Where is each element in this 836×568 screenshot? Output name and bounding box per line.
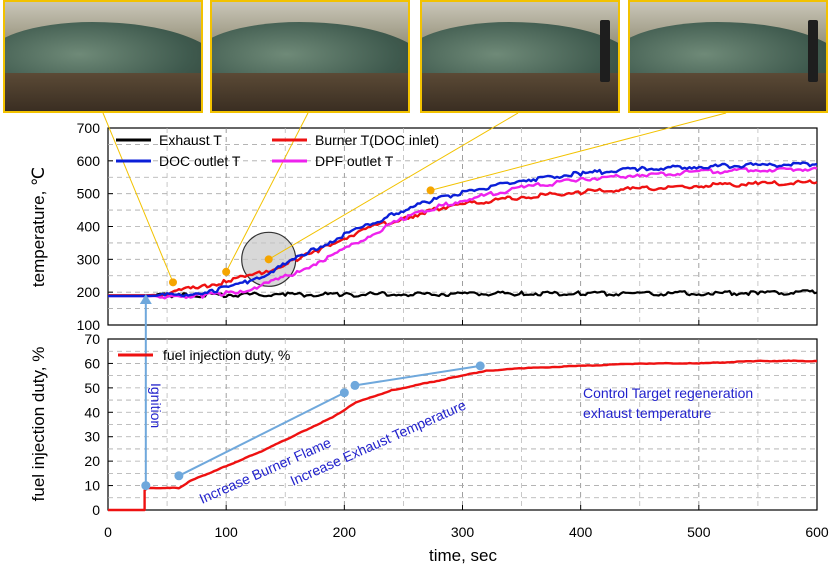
x-tick-label: 100	[214, 524, 238, 540]
annotation-control-target-2: exhaust temperature	[583, 405, 712, 421]
x-axis-label: time, sec	[429, 546, 498, 565]
series-line-dpf-outlet-t	[108, 166, 818, 300]
y-tick-label: 0	[92, 502, 100, 518]
camera-photo-4	[628, 0, 828, 113]
callout-line	[102, 112, 174, 283]
annotation-control-target: Control Target regeneration	[583, 385, 753, 401]
y-tick-label: 600	[77, 153, 101, 169]
data-marker	[264, 255, 273, 264]
series-line-exhaust-t	[108, 289, 818, 299]
y-tick-label: 200	[77, 284, 101, 300]
y-tick-label: 400	[77, 219, 101, 235]
legend-label: DOC outlet T	[159, 153, 241, 169]
y-tick-label: 20	[84, 453, 100, 469]
x-tick-label: 400	[569, 524, 593, 540]
legend-label: Burner T(DOC inlet)	[315, 132, 439, 148]
y-tick-label: 30	[84, 429, 100, 445]
x-tick-label: 200	[333, 524, 357, 540]
y-tick-label: 40	[84, 404, 100, 420]
annotation-ignition: Ignition	[148, 383, 164, 428]
x-tick-label: 500	[687, 524, 711, 540]
connector-burner-flame	[178, 391, 345, 477]
legend-label: fuel injection duty, %	[163, 347, 290, 363]
y-tick-label: 500	[77, 186, 101, 202]
y-tick-label: 700	[77, 120, 101, 136]
callout-line	[430, 112, 727, 191]
y-tick-label: 70	[84, 331, 100, 347]
data-marker	[222, 267, 231, 276]
callout-line	[268, 112, 519, 260]
x-tick-label: 300	[451, 524, 475, 540]
y-tick-label: 50	[84, 380, 100, 396]
x-tick-label: 0	[104, 524, 112, 540]
y-tick-label: 60	[84, 355, 100, 371]
y-tick-label: 300	[77, 251, 101, 267]
x-tick-label: 600	[805, 524, 829, 540]
legend-label: DPF outlet T	[315, 153, 394, 169]
camera-photo-3	[420, 0, 620, 113]
y-axis-label-temperature: temperature, ℃	[29, 167, 48, 287]
connector-exhaust-temperature	[354, 364, 481, 387]
data-marker	[475, 361, 485, 371]
series-line-fuel-injection-duty-	[108, 359, 817, 512]
legend-label: Exhaust T	[159, 132, 222, 148]
y-axis-label-fuel-duty: fuel injection duty, %	[29, 347, 48, 502]
data-marker	[426, 186, 435, 195]
series-line-doc-outlet-t	[108, 161, 818, 298]
camera-photo-2	[210, 0, 410, 113]
camera-photo-1	[3, 0, 203, 113]
data-marker	[141, 481, 151, 491]
data-marker	[174, 471, 184, 481]
ignition-arrow-head	[139, 294, 152, 304]
series-line-burner-t-doc-inlet-	[108, 179, 818, 298]
data-marker	[339, 388, 349, 398]
y-tick-label: 100	[77, 317, 101, 333]
y-tick-label: 10	[84, 478, 100, 494]
data-marker	[350, 380, 360, 390]
data-marker	[168, 278, 177, 287]
